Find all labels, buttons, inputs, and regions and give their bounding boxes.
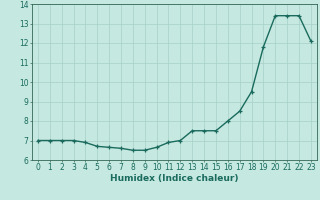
X-axis label: Humidex (Indice chaleur): Humidex (Indice chaleur)	[110, 174, 239, 183]
